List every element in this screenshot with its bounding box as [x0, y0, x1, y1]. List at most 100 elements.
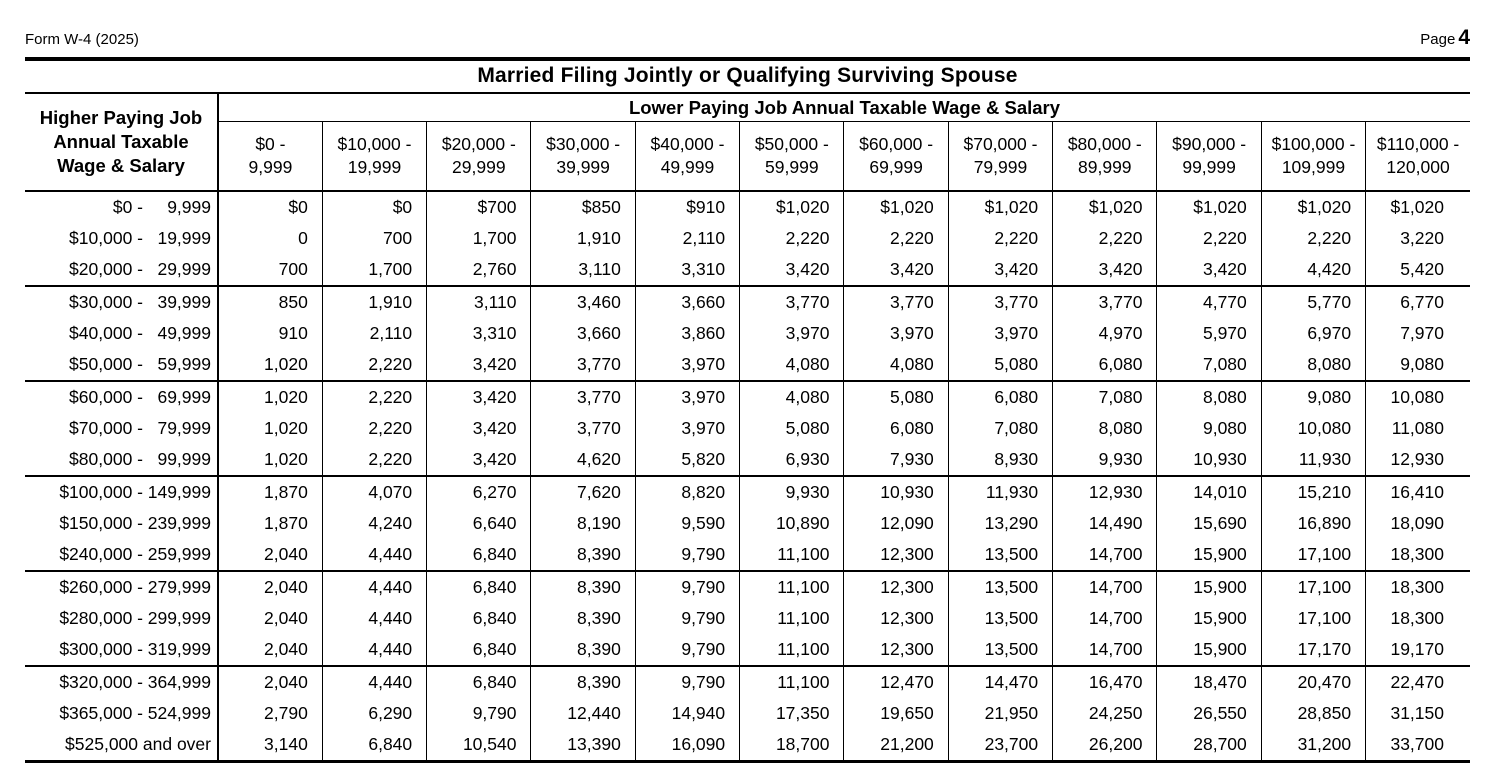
- amount-cell: 28,700: [1156, 729, 1262, 762]
- amount-cell: 4,080: [843, 349, 949, 381]
- row-label-wrap: $50,000 - 59,999: [25, 354, 211, 375]
- amount-cell: 14,700: [1052, 634, 1157, 666]
- amount-cell: 2,040: [217, 634, 323, 666]
- amount-cell: 11,100: [739, 571, 844, 603]
- col-header: $30,000 - 39,999: [530, 121, 636, 191]
- amount-cell: 8,080: [1260, 349, 1366, 381]
- amount-cell: 6,970: [1260, 318, 1366, 349]
- amount-cell: 15,900: [1156, 539, 1262, 571]
- amount-cell: $1,020: [739, 191, 844, 223]
- row-label-end: 69,999: [157, 387, 211, 407]
- amount-cell: 12,930: [1365, 444, 1470, 476]
- amount-cell: 1,020: [217, 413, 323, 444]
- amount-cell: 7,970: [1365, 318, 1470, 349]
- amount-cell: 4,070: [321, 476, 427, 508]
- row-label-wrap: $525,000 and over: [25, 734, 211, 755]
- row-label: $280,000 -299,999: [25, 603, 219, 634]
- row-label-wrap: $70,000 - 79,999: [25, 418, 211, 439]
- row-label: $30,000 - 39,999: [25, 286, 219, 318]
- amount-cell: 18,300: [1365, 539, 1470, 571]
- amount-cell: 11,080: [1365, 413, 1470, 444]
- amount-cell: 3,420: [947, 254, 1053, 286]
- amount-cell: 15,690: [1156, 508, 1262, 539]
- amount-cell: 4,080: [739, 349, 844, 381]
- amount-cell: 11,930: [1260, 444, 1366, 476]
- row-label-end: 39,999: [157, 292, 211, 312]
- amount-cell: 21,200: [843, 729, 949, 762]
- row-label: $320,000 -364,999: [25, 666, 219, 698]
- amount-cell: 700: [217, 254, 323, 286]
- amount-cell: 1,020: [217, 444, 323, 476]
- col-header-top: $30,000 -: [546, 134, 621, 154]
- row-label: $0 - 9,999: [25, 191, 219, 223]
- amount-cell: 3,970: [634, 413, 740, 444]
- amount-cell: 12,090: [843, 508, 949, 539]
- amount-cell: 13,500: [947, 539, 1053, 571]
- amount-cell: 14,700: [1052, 603, 1157, 634]
- row-label: $40,000 - 49,999: [25, 318, 219, 349]
- amount-cell: 4,080: [739, 381, 844, 413]
- amount-cell: 5,080: [843, 381, 949, 413]
- column-headers-row: $0 -9,999 $10,000 -19,999 $20,000 -29,999 $…: [25, 121, 1470, 191]
- col-header: $60,000 - 69,999: [843, 121, 949, 191]
- row-label-end: 49,999: [157, 323, 211, 343]
- amount-cell: 4,970: [1052, 318, 1157, 349]
- row-label-wrap: $150,000 -239,999: [25, 513, 211, 534]
- amount-cell: 8,390: [530, 603, 636, 634]
- amount-cell: 9,790: [634, 539, 740, 571]
- wage-withholding-table: Higher Paying Job Annual Taxable Wage & Sa…: [25, 94, 1470, 763]
- amount-cell: 6,080: [1052, 349, 1157, 381]
- amount-cell: 6,840: [426, 634, 531, 666]
- row-label-wrap: $0 - 9,999: [25, 197, 211, 218]
- amount-cell: 15,900: [1156, 571, 1262, 603]
- amount-cell: 2,220: [739, 223, 844, 254]
- col-header-bottom: 29,999: [452, 157, 506, 177]
- amount-cell: 3,420: [426, 349, 531, 381]
- row-label-wrap: $30,000 - 39,999: [25, 292, 211, 313]
- amount-cell: 3,770: [843, 286, 949, 318]
- amount-cell: $1,020: [947, 191, 1053, 223]
- amount-cell: 10,540: [426, 729, 531, 762]
- amount-cell: 13,500: [947, 634, 1053, 666]
- row-label-end: 524,999: [147, 703, 211, 723]
- amount-cell: 6,290: [321, 698, 427, 729]
- row-label-end: 29,999: [157, 259, 211, 279]
- amount-cell: 3,770: [1052, 286, 1157, 318]
- col-header-top: $10,000 -: [337, 134, 412, 154]
- amount-cell: 7,080: [1052, 381, 1157, 413]
- page-number: 4: [1458, 26, 1470, 49]
- amount-cell: 10,930: [843, 476, 949, 508]
- table-row: $20,000 -29,999 700 1,700 2,760 3,110 3,310 3,…: [25, 254, 1470, 286]
- amount-cell: 5,080: [947, 349, 1053, 381]
- amount-cell: 18,470: [1156, 666, 1262, 698]
- col-header-bottom: 69,999: [869, 157, 923, 177]
- row-label-start: $300,000 -: [59, 639, 143, 659]
- amount-cell: 4,440: [321, 666, 427, 698]
- amount-cell: 17,350: [739, 698, 844, 729]
- table-row: $0 -9,999 $0 $0 $700 $850 $910 $1,020 $1,020 $1,…: [25, 191, 1470, 223]
- amount-cell: 4,240: [321, 508, 427, 539]
- amount-cell: 14,010: [1156, 476, 1262, 508]
- amount-cell: $850: [530, 191, 636, 223]
- amount-cell: 1,910: [530, 223, 636, 254]
- amount-cell: 3,310: [426, 318, 531, 349]
- amount-cell: 3,220: [1365, 223, 1470, 254]
- table-row: $280,000 -299,999 2,040 4,440 6,840 8,390 9,7…: [25, 603, 1470, 634]
- row-label-end: 99,999: [157, 449, 211, 469]
- amount-cell: 8,080: [1052, 413, 1157, 444]
- row-label-wrap: $365,000 -524,999: [25, 703, 211, 724]
- amount-cell: 5,420: [1365, 254, 1470, 286]
- amount-cell: 12,300: [843, 634, 949, 666]
- row-label: $80,000 - 99,999: [25, 444, 219, 476]
- col-header-top: $90,000 -: [1172, 134, 1247, 154]
- table-title: Married Filing Jointly or Qualifying Sur…: [25, 61, 1470, 94]
- amount-cell: 2,790: [217, 698, 323, 729]
- col-header-bottom: 89,999: [1078, 157, 1132, 177]
- table-row: $40,000 -49,999 910 2,110 3,310 3,660 3,860 3,…: [25, 318, 1470, 349]
- amount-cell: 4,770: [1156, 286, 1262, 318]
- amount-cell: 6,840: [426, 539, 531, 571]
- amount-cell: 2,110: [634, 223, 740, 254]
- amount-cell: 15,900: [1156, 634, 1262, 666]
- amount-cell: 18,090: [1365, 508, 1470, 539]
- amount-cell: 7,080: [947, 413, 1053, 444]
